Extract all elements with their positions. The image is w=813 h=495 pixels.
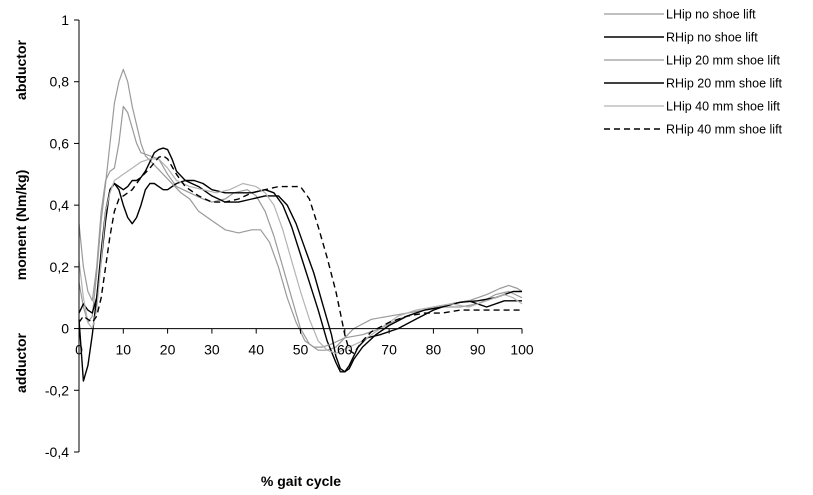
- x-tick-label: 50: [293, 342, 309, 358]
- legend-label: RHip 40 mm shoe lift: [666, 123, 783, 137]
- x-tick-label: 40: [248, 342, 264, 358]
- y-tick-label: 0,6: [50, 135, 70, 151]
- series-line-4: [78, 147, 522, 373]
- series-lines: [78, 68, 523, 382]
- series-line-3: [78, 68, 523, 348]
- y-tick-label: 0,4: [50, 197, 70, 213]
- series-line-5: [78, 158, 523, 354]
- y-tick-label: 0,8: [50, 74, 70, 90]
- series-line-1: [78, 105, 523, 351]
- x-tick-label: 90: [470, 342, 486, 358]
- legend-item: RHip 20 mm shoe lift: [604, 77, 783, 91]
- y-axis-label-top: abductor: [13, 40, 29, 100]
- x-tick-label: 20: [160, 342, 176, 358]
- y-tick-label: -0,2: [45, 382, 69, 398]
- legend-label: RHip 20 mm shoe lift: [666, 77, 783, 91]
- y-tick-label: 0,2: [50, 259, 70, 275]
- x-axis-title: % gait cycle: [261, 473, 341, 489]
- x-tick-label: 70: [381, 342, 397, 358]
- legend-item: LHip 40 mm shoe lift: [604, 100, 780, 114]
- y-tick-label: -0,4: [45, 444, 69, 460]
- y-axis-title: moment (Nm/kg): [13, 170, 29, 280]
- x-tick-label: 10: [116, 342, 132, 358]
- legend-item: RHip no shoe lift: [604, 31, 758, 45]
- y-tick-label: 1: [61, 12, 69, 28]
- y-axis-label-bottom: adductor: [13, 333, 29, 393]
- legend-label: LHip 20 mm shoe lift: [666, 54, 780, 68]
- legend-item: LHip 20 mm shoe lift: [604, 54, 780, 68]
- legend-label: LHip 40 mm shoe lift: [666, 100, 780, 114]
- legend-item: RHip 40 mm shoe lift: [604, 123, 783, 137]
- tick-marks: [74, 19, 523, 453]
- y-tick-label: 0: [61, 321, 69, 337]
- x-tick-label: 100: [510, 342, 534, 358]
- x-tick-label: 0: [75, 342, 83, 358]
- x-tick-label: 80: [426, 342, 442, 358]
- x-tick-label: 60: [337, 342, 353, 358]
- legend-item: LHip no shoe lift: [604, 8, 756, 22]
- x-tick-label: 30: [204, 342, 220, 358]
- legend-label: LHip no shoe lift: [666, 8, 756, 22]
- series-line-6: [78, 155, 522, 354]
- legend-label: RHip no shoe lift: [666, 31, 758, 45]
- tick-labels: -0,4-0,200,20,40,60,810 10 20 30 40 50 60 70 80 9…: [45, 12, 534, 460]
- legend: LHip no shoe lift RHip no shoe lift LHip 2…: [604, 8, 783, 137]
